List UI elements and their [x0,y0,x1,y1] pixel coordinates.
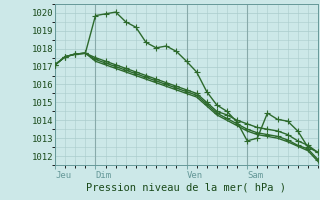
X-axis label: Pression niveau de la mer( hPa ): Pression niveau de la mer( hPa ) [86,182,286,192]
